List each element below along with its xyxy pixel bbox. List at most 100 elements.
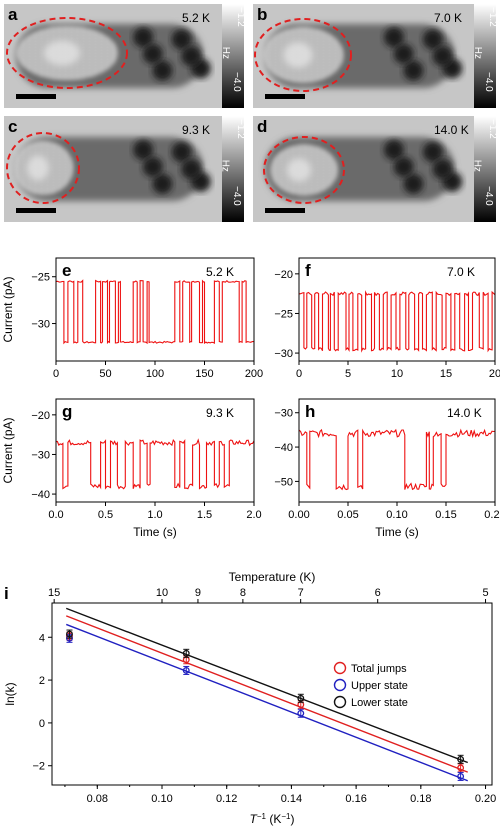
x-tick-label: 0.10: [386, 509, 407, 521]
x-tick-label: 2.0: [246, 509, 261, 521]
data-point: [182, 666, 190, 674]
top-tick-label: 9: [195, 587, 201, 599]
y-tick-label: −30: [31, 449, 50, 461]
x-tick-label: 5: [345, 368, 351, 380]
afm-image-panel-b: −1.2 Hz −4.0 b 7.0 K: [253, 4, 498, 108]
colorbar-unit-label: Hz: [220, 47, 231, 59]
afm-image-panel-a: −1.2 Hz −4.0 a 5.2 K: [4, 4, 246, 108]
fit-line: [65, 615, 468, 773]
top-tick-label: 15: [48, 587, 60, 599]
data-point: [457, 755, 465, 763]
y-tick-label: 0: [39, 718, 45, 730]
data-point: [66, 630, 73, 638]
colorbar-top-label: −1.2: [487, 119, 498, 139]
temperature-label: 5.2 K: [206, 265, 234, 279]
y-tick-label: −30: [31, 319, 50, 331]
legend-label: Total jumps: [351, 663, 407, 675]
afm-image-panel-c: −1.2 Hz −4.0 c 9.3 K: [4, 116, 246, 222]
scale-bar: [16, 94, 56, 99]
temperature-label: 5.2 K: [182, 11, 210, 25]
top-tick-label: 6: [375, 587, 381, 599]
afm-images: −1.2 Hz −4.0 a 5.2 K −1.2 Hz −4.0 b 7.0 K −1.2 Hz −4…: [4, 4, 498, 222]
top-axis-label: Temperature (K): [229, 570, 316, 584]
y-tick-label: −2: [32, 761, 45, 773]
fit-line: [65, 607, 468, 764]
x-tick-label: 0.08: [87, 793, 108, 805]
panel-label: h: [305, 402, 315, 421]
colorbar-top-label: −1.2: [487, 7, 498, 27]
x-tick-label: 15: [440, 368, 452, 380]
x-axis-label: Time (s): [133, 525, 177, 539]
y-axis-label: Current (pA): [1, 417, 15, 483]
legend-marker: [333, 695, 347, 709]
molecule-lobe: [422, 142, 443, 163]
series-upper-state: [65, 623, 468, 782]
data-point: [457, 772, 465, 780]
series-lower-state: [65, 607, 468, 764]
x-tick-label: 0.16: [345, 793, 366, 805]
colorbar-bottom-label: −4.0: [231, 72, 242, 92]
temperature-label: 7.0 K: [447, 265, 475, 279]
colorbar-bottom-label: −4.0: [231, 186, 242, 206]
molecule-lobe: [152, 173, 173, 194]
colorbar-top-label: −1.2: [235, 119, 246, 139]
dashed-ellipse: [6, 17, 128, 89]
current-trace-line: [55, 279, 255, 345]
x-tick-label: 0.5: [98, 509, 113, 521]
y-tick-label: 2: [39, 675, 45, 687]
colorbar-unit-label: Hz: [472, 47, 483, 59]
colorbar: [222, 116, 244, 222]
x-tick-label: 0.12: [216, 793, 237, 805]
dashed-ellipse: [6, 132, 80, 204]
molecule-lobe: [142, 156, 163, 177]
x-tick-label: 0.00: [288, 509, 309, 521]
x-tick-label: 0.0: [48, 509, 63, 521]
current-traces: 0 50 100 150 200 −25 −30 e 5.2 K Current (pA) 0 5 10…: [1, 257, 500, 539]
molecule-lobe: [181, 46, 202, 66]
y-tick-label: −20: [31, 410, 50, 422]
colorbar-bottom-label: −4.0: [483, 186, 494, 206]
panel-label: d: [257, 117, 267, 136]
colorbar-top-label: −1.2: [235, 7, 246, 27]
current-trace-line: [298, 290, 496, 353]
temperature-label: 7.0 K: [434, 11, 462, 25]
x-tick-label: 20: [489, 368, 500, 380]
legend-marker: [333, 678, 347, 692]
molecule-lobe: [432, 46, 453, 66]
x-tick-label: 0.10: [151, 793, 172, 805]
panel-label: c: [8, 117, 17, 136]
legend: Total jumps Upper state Lower state: [333, 661, 408, 709]
top-tick-label: 5: [482, 587, 488, 599]
x-tick-label: 10: [391, 368, 403, 380]
molecule-lobe: [403, 60, 424, 81]
current-trace-line: [298, 428, 496, 491]
data-point: [297, 709, 305, 717]
x-tick-label: 0.05: [337, 509, 358, 521]
bright-spot: [283, 42, 313, 68]
trace-panel-e: 0 50 100 150 200 −25 −30 e 5.2 K Current (pA): [1, 257, 263, 380]
panel-label: e: [62, 261, 71, 280]
data-point: [457, 764, 465, 772]
x-tick-label: 100: [146, 368, 164, 380]
y-tick-label: −25: [31, 272, 50, 284]
plot-frame: [51, 602, 493, 786]
colorbar-bottom-label: −4.0: [483, 72, 494, 92]
colorbar: [474, 4, 496, 108]
x-tick-label: 1.5: [197, 509, 212, 521]
temperature-label: 9.3 K: [182, 123, 210, 137]
bright-spot: [27, 155, 49, 181]
afm-image-panel-d: −1.2 Hz −4.0 d 14.0 K: [253, 116, 498, 222]
x-tick-label: 0.14: [281, 793, 302, 805]
molecule-lobe: [133, 27, 154, 48]
x-tick-label: 200: [245, 368, 263, 380]
temperature-label: 9.3 K: [206, 406, 234, 420]
dashed-ellipse: [263, 136, 345, 204]
molecule-lobe: [432, 159, 453, 179]
colorbar-unit-label: Hz: [220, 160, 231, 172]
temperature-label: 14.0 K: [447, 406, 482, 420]
molecule-lobe: [383, 139, 404, 160]
trace-panel-h: 0.00 0.05 0.10 0.15 0.20 −30 −40 −50 h 14.0 K Time…: [274, 398, 500, 539]
data-point: [182, 649, 190, 657]
scale-bar: [16, 208, 56, 213]
y-tick-label: 4: [39, 632, 45, 644]
